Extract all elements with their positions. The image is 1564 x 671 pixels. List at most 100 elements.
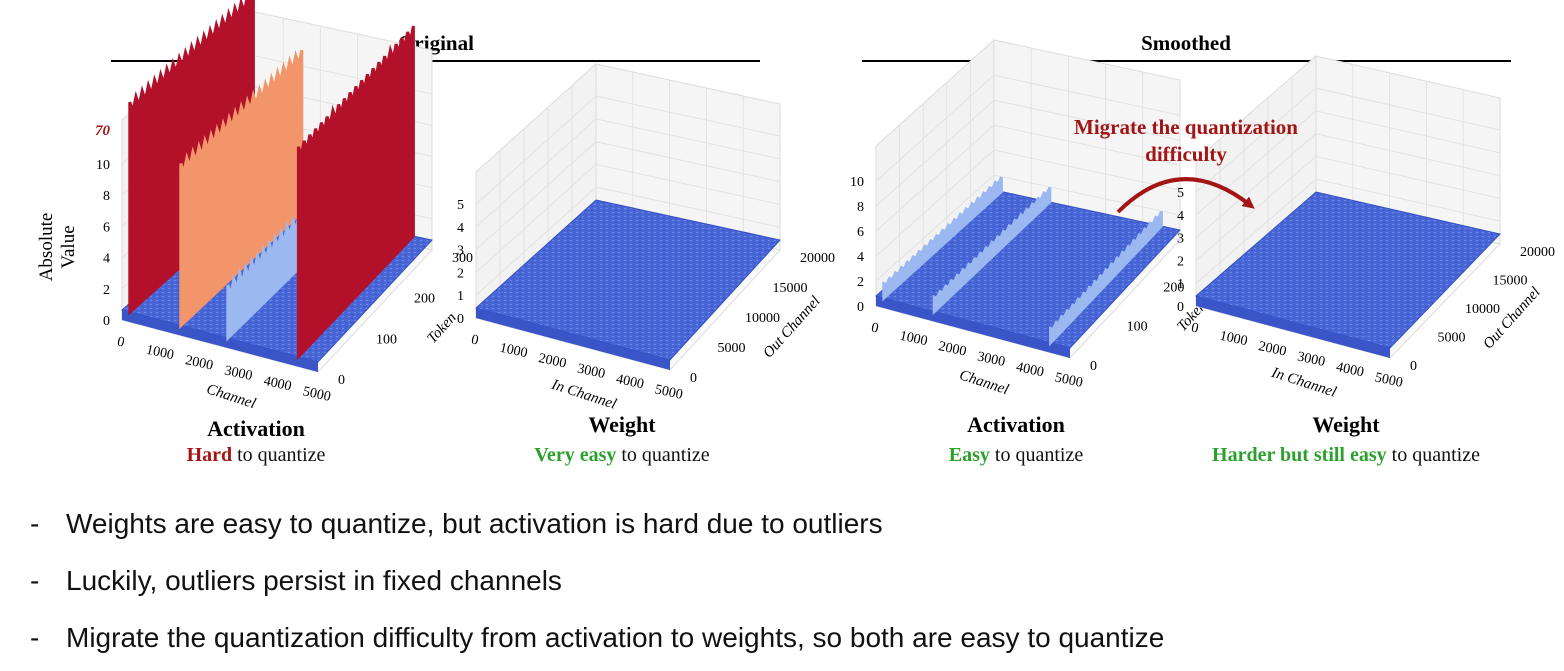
bullet-text: Migrate the quantization difficulty from… <box>66 622 1165 653</box>
caption-rest: to quantize <box>990 444 1083 466</box>
x-tick-label: 2000 <box>1257 339 1288 359</box>
x-tick-label: 4000 <box>1335 360 1366 380</box>
x-tick-label: 2000 <box>537 351 568 371</box>
surface <box>1194 191 1501 349</box>
y-tick-label: 100 <box>1127 320 1148 335</box>
y-tick-label: 100 <box>376 332 397 347</box>
surface-front-edge <box>1196 296 1390 358</box>
z-tick-label: 4 <box>103 252 110 267</box>
panel-caption: Easy to quantize <box>949 444 1084 466</box>
x-tick-label: 2000 <box>184 353 215 373</box>
panel-title: Activation <box>207 416 305 441</box>
x-tick-label: 5000 <box>1373 370 1404 390</box>
x-tick-label: 0 <box>116 335 126 351</box>
grid-line <box>475 95 781 205</box>
surface-front-edge <box>476 308 670 370</box>
caption-emphasis: Very easy <box>534 444 616 466</box>
z-tick-label: 5 <box>457 198 464 213</box>
surface-front-edge <box>876 296 1070 358</box>
panel-title: Weight <box>1312 412 1380 437</box>
grid-line <box>475 163 781 273</box>
outlier-ridge <box>179 49 304 330</box>
bullet-text: Weights are easy to quantize, but activa… <box>66 508 883 539</box>
group-heading-smoothed: Smoothed <box>1141 31 1231 55</box>
x-tick-label: 2000 <box>937 339 968 359</box>
panel-original-weight: 0 1 2 3 4 5 0 1000 2000 3000 4000 5000 In Channel 0 50… <box>457 62 835 466</box>
x-tick-label: 5000 <box>1053 370 1084 390</box>
bullet-item: - Migrate the quantization difficulty fr… <box>30 614 1530 671</box>
caption-rest: to quantize <box>616 444 709 466</box>
caption-rest: to quantize <box>232 444 325 466</box>
panel-smoothed-activation: 0246810010002000300040005000Channel01002… <box>850 38 1221 466</box>
z-tick-label: 2 <box>457 266 464 281</box>
grid-line <box>1195 178 1501 284</box>
grid-line <box>475 141 781 251</box>
y-tick-label: 20000 <box>800 251 835 266</box>
bullet-dash: - <box>30 565 40 596</box>
x-tick-label: 5000 <box>653 382 684 402</box>
migrate-arrow-icon <box>1116 177 1255 214</box>
z-tick-label: 0 <box>103 314 110 329</box>
x-tick-label: 0 <box>470 333 480 349</box>
y-tick-label: 0 <box>338 373 345 388</box>
y-tick-label: 15000 <box>773 281 808 296</box>
z-tick-label: 1 <box>457 289 464 304</box>
y-tick-label: 5000 <box>718 341 746 356</box>
bullet-dash: - <box>30 508 40 539</box>
z-axis-label-line1: Absolute <box>36 213 57 282</box>
x-tick-label: 3000 <box>976 350 1007 370</box>
y-tick-label: 0 <box>1090 359 1097 374</box>
surface-front-edge <box>122 310 318 372</box>
panel-caption: Harder but still easy to quantize <box>1212 444 1480 466</box>
panel-title: Activation <box>967 412 1065 437</box>
y-axis-label: Out Channel <box>760 293 823 361</box>
panel-caption: Hard to quantize <box>187 444 326 466</box>
caption-emphasis: Hard <box>187 444 233 466</box>
x-tick-label: 1000 <box>1218 329 1249 349</box>
outlier-ridge <box>1049 210 1163 347</box>
y-tick-label: 200 <box>414 292 435 307</box>
surface <box>474 199 781 361</box>
bullet-dash: - <box>30 622 40 653</box>
z-tick-label: 6 <box>103 220 110 235</box>
x-tick-label: 4000 <box>615 372 646 392</box>
y-tick-label: 5000 <box>1438 331 1466 346</box>
panel-title: Weight <box>588 412 656 437</box>
z-tick-label: 0 <box>857 300 864 315</box>
x-tick-label: 5000 <box>301 384 332 404</box>
caption-emphasis: Harder but still easy <box>1212 444 1387 466</box>
migrate-annotation-line1: Migrate the quantization <box>1074 115 1298 139</box>
z-tick-label: 10 <box>96 158 110 173</box>
panel-original-activation: 024681070010002000300040005000Channel010… <box>95 0 473 466</box>
z-tick-label: 4 <box>457 221 464 236</box>
z-tick-label: 6 <box>857 225 864 240</box>
caption-rest: to quantize <box>1387 444 1480 466</box>
grid-line <box>1195 155 1501 261</box>
outlier-ridge <box>932 186 1052 316</box>
z-tick-label: 4 <box>1177 209 1184 224</box>
y-axis-label: Token <box>424 310 459 347</box>
y-tick-label: 15000 <box>1493 274 1528 289</box>
panel-caption: Very easy to quantize <box>534 444 709 466</box>
z-tick-label: 3 <box>1177 232 1184 247</box>
x-tick-label: 4000 <box>1015 360 1046 380</box>
y-tick-label: 0 <box>690 371 697 386</box>
y-tick-label: 300 <box>452 251 473 266</box>
x-axis-label: Channel <box>204 381 257 412</box>
grid-line <box>475 118 781 228</box>
z-tick-label: 4 <box>857 250 864 265</box>
x-axis-label: In Channel <box>549 377 619 413</box>
outlier-ridge <box>882 176 1003 302</box>
grid-line <box>875 149 1181 257</box>
x-tick-label: 3000 <box>576 362 607 382</box>
x-tick-label: 0 <box>870 321 880 337</box>
x-axis-label: Channel <box>957 367 1010 398</box>
z-tick-label: 2 <box>857 275 864 290</box>
z-tick-label: 0 <box>1177 300 1184 315</box>
z-tick-label: 8 <box>103 189 110 204</box>
migrate-annotation-line2: difficulty <box>1145 142 1227 166</box>
grid-line <box>1195 110 1501 216</box>
grid-line <box>875 99 1181 207</box>
bullet-text: Luckily, outliers persist in fixed chann… <box>66 565 562 596</box>
z-tick-label: 10 <box>850 175 864 190</box>
